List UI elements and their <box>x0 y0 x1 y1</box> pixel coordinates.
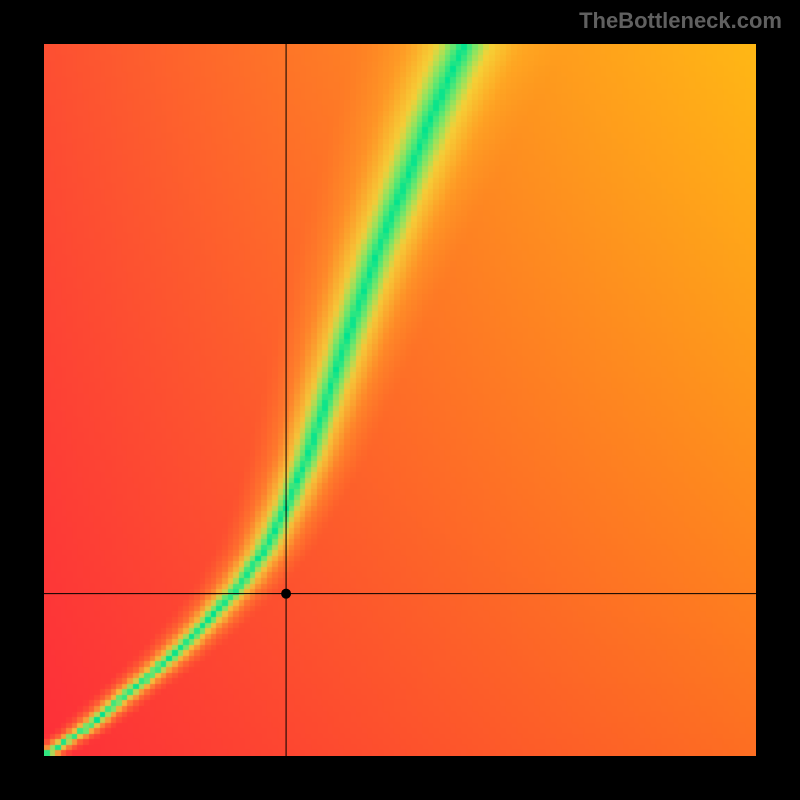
watermark-text: TheBottleneck.com <box>579 8 782 34</box>
heatmap-plot <box>44 44 756 756</box>
heatmap-canvas <box>44 44 756 756</box>
